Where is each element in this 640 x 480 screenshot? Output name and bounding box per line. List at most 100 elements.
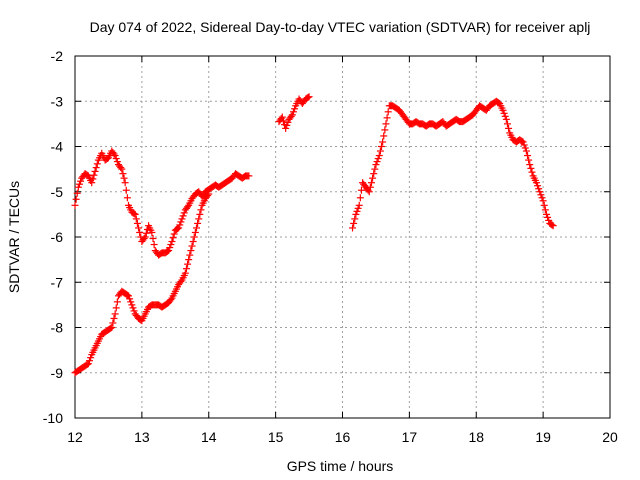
x-tick-label: 19 bbox=[535, 429, 551, 445]
data-point bbox=[384, 108, 392, 116]
data-point bbox=[113, 158, 121, 166]
data-point bbox=[374, 155, 382, 163]
data-point bbox=[376, 147, 384, 155]
tick-labels: 12 13 14 15 16 17 18 19 20 -2 -3 -4 -5 -6 -7 -8 -9 -10 bbox=[43, 48, 618, 445]
data-point bbox=[111, 310, 119, 318]
data-point bbox=[140, 235, 148, 243]
data-point bbox=[539, 197, 547, 205]
data-point bbox=[284, 118, 292, 126]
data-point bbox=[195, 215, 203, 223]
data-point bbox=[370, 170, 378, 178]
data-point bbox=[167, 296, 175, 304]
data-point bbox=[505, 124, 513, 132]
data-point bbox=[536, 188, 544, 196]
data-point bbox=[279, 117, 287, 125]
data-point bbox=[537, 191, 545, 199]
y-tick-label: -4 bbox=[51, 139, 64, 155]
data-point bbox=[130, 210, 138, 218]
data-point bbox=[351, 215, 359, 223]
data-point bbox=[519, 138, 527, 146]
data-point bbox=[179, 212, 187, 220]
data-point bbox=[188, 242, 196, 250]
data-point bbox=[150, 241, 158, 249]
data-point bbox=[73, 189, 81, 197]
data-point bbox=[123, 194, 131, 202]
data-point bbox=[185, 256, 193, 264]
data-point bbox=[148, 228, 156, 236]
data-point bbox=[170, 230, 178, 238]
x-tick-label: 15 bbox=[268, 429, 284, 445]
x-tick-label: 20 bbox=[602, 429, 618, 445]
data-point bbox=[74, 183, 82, 191]
data-point bbox=[357, 186, 365, 194]
y-tick-label: -6 bbox=[51, 229, 64, 245]
y-tick-label: -8 bbox=[51, 320, 64, 336]
data-point bbox=[520, 141, 528, 149]
data-point bbox=[287, 112, 295, 120]
grid bbox=[75, 56, 610, 418]
data-point bbox=[535, 185, 543, 193]
data-point bbox=[119, 170, 127, 178]
data-point bbox=[169, 234, 177, 242]
data-point bbox=[548, 221, 556, 229]
x-tick-label: 16 bbox=[335, 429, 351, 445]
data-point bbox=[500, 109, 508, 117]
data-point bbox=[499, 106, 507, 114]
x-tick-label: 13 bbox=[134, 429, 150, 445]
axis-ticks bbox=[74, 55, 611, 419]
data-point bbox=[542, 210, 550, 218]
data-point bbox=[85, 357, 93, 365]
data-point bbox=[92, 164, 100, 172]
data-point bbox=[176, 221, 184, 229]
data-point bbox=[75, 180, 83, 188]
data-point bbox=[372, 161, 380, 169]
data-point bbox=[304, 93, 312, 101]
data-point bbox=[125, 292, 132, 300]
data-point bbox=[131, 210, 139, 218]
data-point bbox=[165, 247, 173, 255]
data-point bbox=[526, 161, 534, 169]
data-point bbox=[121, 179, 129, 187]
data-point bbox=[141, 233, 149, 241]
data-point bbox=[123, 291, 131, 299]
series-1 bbox=[71, 147, 253, 259]
data-point bbox=[91, 167, 99, 175]
data-point bbox=[133, 219, 141, 227]
data-point bbox=[167, 241, 175, 249]
data-point bbox=[142, 229, 150, 237]
data-point bbox=[503, 120, 511, 128]
data-point bbox=[204, 192, 212, 200]
data-point bbox=[378, 143, 386, 150]
data-point bbox=[522, 147, 530, 155]
data-point bbox=[352, 210, 360, 218]
data-point bbox=[205, 190, 213, 198]
data-point bbox=[175, 224, 183, 232]
data-point bbox=[369, 174, 377, 182]
data-point bbox=[83, 360, 91, 368]
data-point bbox=[113, 298, 121, 306]
y-tick-label: -2 bbox=[51, 48, 64, 64]
data-point bbox=[180, 209, 188, 217]
data-point bbox=[349, 224, 357, 232]
data-point bbox=[379, 138, 387, 146]
data-point bbox=[544, 213, 552, 221]
data-point bbox=[356, 194, 364, 202]
data-point bbox=[120, 174, 128, 182]
data-point bbox=[245, 172, 253, 180]
data-point bbox=[196, 210, 204, 218]
data-point bbox=[532, 179, 540, 187]
data-point bbox=[375, 152, 383, 160]
data-point bbox=[90, 171, 98, 179]
data-point bbox=[184, 203, 192, 211]
data-point bbox=[549, 222, 557, 230]
data-point bbox=[118, 165, 126, 173]
data-point bbox=[189, 238, 197, 246]
data-point bbox=[182, 265, 190, 273]
data-point bbox=[71, 201, 79, 209]
data-point bbox=[197, 206, 205, 214]
data-point bbox=[186, 251, 194, 259]
data-point bbox=[288, 111, 296, 119]
data-point bbox=[174, 225, 182, 233]
data-point bbox=[528, 168, 536, 176]
data-point bbox=[538, 194, 546, 202]
